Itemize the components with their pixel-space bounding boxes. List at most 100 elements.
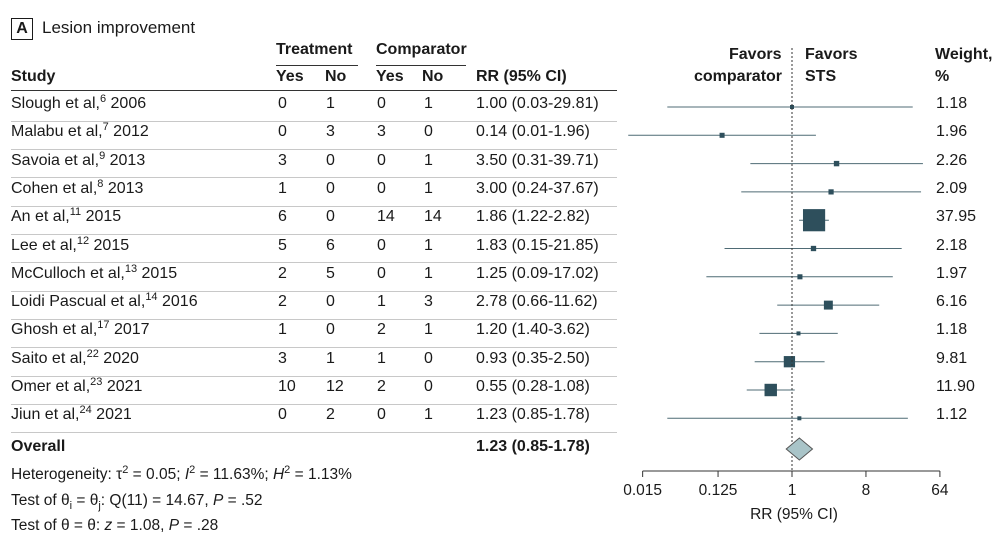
treatment-no: 1 (326, 95, 335, 112)
row-divider (11, 177, 617, 179)
study-name: Savoia et al,9 2013 (11, 149, 146, 169)
point-estimate (797, 274, 803, 280)
favors-sts-label-2: STS (805, 68, 837, 85)
study-name: Slough et al,6 2006 (11, 93, 147, 113)
comparator-no: 1 (424, 179, 433, 197)
comparator-no: 1 (424, 151, 433, 169)
rr-ci: 2.78 (0.66-11.62) (476, 293, 598, 311)
treatment-no: 1 (326, 349, 335, 367)
point-estimate (823, 300, 833, 310)
point-estimate (802, 209, 826, 232)
rr-ci: 1.23 (0.85-1.78) (476, 406, 590, 424)
x-tick-label: 1 (788, 482, 797, 499)
treatment-yes: 1 (278, 179, 287, 197)
test-theta-text: Test of θ = θ: z = 1.08, P = .28 (11, 517, 219, 534)
treatment-yes: 2 (278, 264, 287, 282)
comparator-yes: 0 (377, 264, 386, 282)
row-divider (11, 120, 617, 122)
study-header: Study (11, 68, 56, 85)
weight-header-2: % (935, 68, 950, 85)
treatment-yes: 3 (278, 349, 287, 367)
comparator-yes: 3 (377, 123, 386, 141)
favors-comparator-label-1: Favors (729, 46, 782, 63)
x-tick-label: 8 (862, 482, 871, 499)
comparator-no: 1 (424, 321, 433, 339)
weight-value: 2.09 (936, 179, 968, 197)
study-name: Cohen et al,8 2013 (11, 177, 144, 197)
rr-ci: 1.25 (0.09-17.02) (476, 264, 599, 282)
comparator-no: 3 (424, 293, 433, 311)
treatment-no: 0 (326, 321, 335, 339)
weight-header-1: Weight, (935, 46, 993, 63)
comparator-yes: 1 (377, 293, 386, 311)
comparator-no: 1 (424, 236, 433, 254)
weight-value: 6.16 (936, 293, 968, 311)
study-name: Loidi Pascual et al,14 2016 (11, 291, 198, 311)
point-estimate (810, 245, 817, 252)
comparator-yes-header: Yes (376, 68, 404, 85)
row-divider (11, 347, 617, 349)
rr-ci: 1.86 (1.22-2.82) (476, 208, 590, 226)
weight-value: 2.18 (936, 236, 968, 254)
treatment-yes: 0 (278, 123, 287, 141)
treatment-no-header: No (325, 68, 347, 85)
favors-comparator-label-2: comparator (694, 68, 783, 85)
treatment-no: 0 (326, 208, 335, 226)
weight-value: 2.26 (936, 151, 968, 169)
study-name: Ghosh et al,17 2017 (11, 319, 150, 339)
point-estimate (828, 189, 834, 195)
treatment-no: 0 (326, 151, 335, 169)
weight-value: 9.81 (936, 349, 968, 367)
x-tick-label: 0.015 (623, 482, 662, 499)
x-tick-label: 64 (931, 482, 949, 499)
rr-ci: 3.50 (0.31-39.71) (476, 151, 599, 169)
row-divider (11, 375, 617, 377)
comparator-yes: 0 (377, 236, 386, 254)
panel-letter: A (11, 18, 33, 40)
study-name: Omer et al,23 2021 (11, 376, 143, 396)
row-divider (11, 290, 617, 292)
rr-ci: 1.00 (0.03-29.81) (476, 95, 599, 112)
rr-ci: 1.83 (0.15-21.85) (476, 236, 599, 254)
comparator-no-header: No (422, 68, 444, 85)
overall-diamond (785, 437, 814, 461)
row-divider (11, 149, 617, 151)
favors-sts-label-1: Favors (805, 46, 858, 63)
point-estimate (783, 356, 796, 368)
overall-rr: 1.23 (0.85-1.78) (476, 438, 590, 455)
point-estimate (796, 331, 801, 336)
comparator-yes: 0 (377, 95, 386, 112)
row-divider (11, 234, 617, 235)
treatment-no: 6 (326, 236, 335, 254)
weight-value: 1.12 (936, 406, 968, 424)
comparator-no: 1 (424, 406, 433, 424)
rr-ci: 0.55 (0.28-1.08) (476, 378, 590, 395)
treatment-yes: 6 (278, 208, 287, 226)
study-name: Jiun et al,24 2021 (11, 404, 132, 424)
treatment-yes: 3 (278, 151, 287, 169)
treatment-underline (276, 65, 358, 66)
comparator-underline (376, 65, 466, 66)
treatment-yes: 2 (278, 293, 287, 311)
treatment-no: 0 (326, 179, 335, 197)
treatment-yes: 10 (278, 378, 296, 395)
weight-value: 1.18 (936, 95, 968, 112)
study-name: Lee et al,12 2015 (11, 234, 130, 254)
row-divider (11, 262, 617, 264)
point-estimate (833, 160, 840, 167)
study-name: Malabu et al,7 2012 (11, 121, 149, 141)
rr-ci: 1.20 (1.40-3.62) (476, 321, 590, 339)
heterogeneity-text: Heterogeneity: τ2 = 0.05; I2 = 11.63%; H… (11, 464, 352, 484)
comparator-no: 1 (424, 264, 433, 282)
row-divider (11, 205, 617, 207)
comparator-yes: 0 (377, 406, 386, 424)
row-divider (11, 432, 617, 434)
point-estimate (764, 383, 777, 397)
comparator-yes: 1 (377, 349, 386, 367)
header-rule (11, 90, 617, 91)
row-divider (11, 318, 617, 320)
treatment-yes-header: Yes (276, 68, 304, 85)
comparator-yes: 2 (377, 378, 386, 395)
comparator-no: 0 (424, 349, 433, 367)
